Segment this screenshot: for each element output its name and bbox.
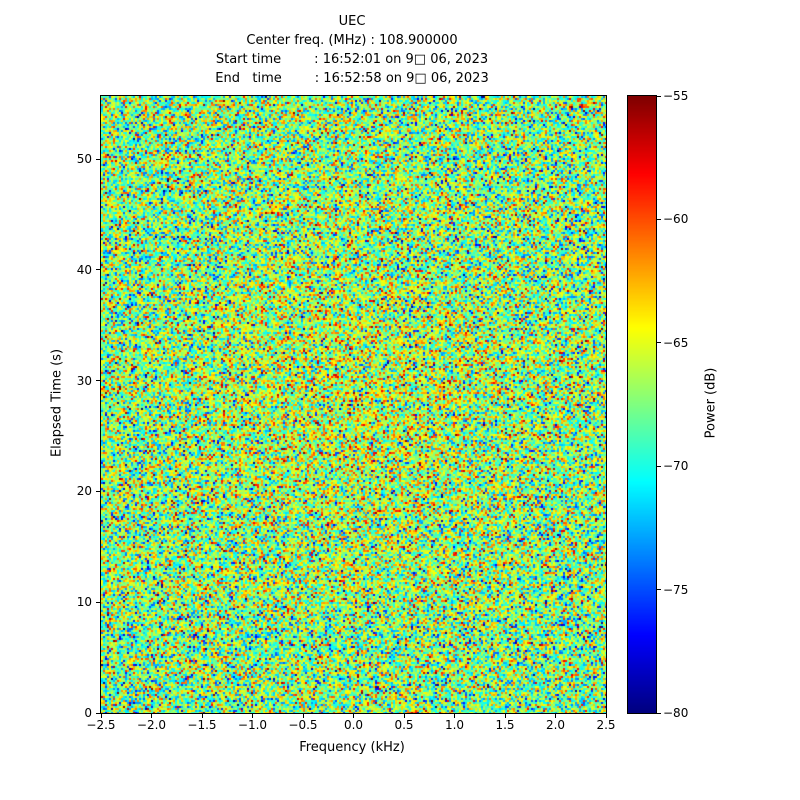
- x-tick-mark: [151, 714, 152, 718]
- x-tick-mark: [555, 714, 556, 718]
- colorbar-tick-label: −65: [663, 335, 689, 350]
- y-tick-label: 10: [76, 595, 92, 610]
- colorbar-tick-label: −75: [663, 582, 689, 597]
- y-tick-label: 30: [76, 373, 92, 388]
- x-tick-label: 1.0: [444, 718, 465, 732]
- x-tick-mark: [504, 714, 506, 718]
- x-tick-mark: [302, 714, 304, 718]
- y-tick-label: 0: [84, 706, 92, 720]
- y-axis-label: Elapsed Time (s): [49, 348, 65, 458]
- x-tick-label: 0.5: [394, 718, 414, 732]
- colorbar-tick-label: −60: [663, 212, 689, 227]
- x-tick-label: −2.5: [86, 718, 116, 732]
- x-tick-mark: [605, 714, 607, 718]
- colorbar-tick-mark: [657, 342, 661, 344]
- x-tick-mark: [201, 714, 203, 718]
- y-tick-mark: [96, 269, 100, 271]
- x-tick-mark: [353, 714, 354, 718]
- y-tick-label: 50: [76, 152, 92, 167]
- y-tick-label: 40: [76, 262, 92, 277]
- colorbar-label: Power (dB): [703, 367, 719, 439]
- x-tick-label: 1.5: [495, 718, 515, 732]
- x-axis-label: Frequency (kHz): [299, 740, 405, 755]
- x-tick-label: 2.0: [545, 718, 566, 732]
- y-tick-mark: [96, 158, 100, 160]
- colorbar-tick-label: −55: [663, 89, 689, 103]
- spectrogram-heatmap: [100, 95, 607, 714]
- x-tick-label: −2.0: [136, 718, 167, 732]
- x-tick-mark: [252, 714, 253, 718]
- title-line: Start time : 16:52:01 on 9□ 06, 2023: [215, 52, 489, 67]
- colorbar-tick-mark: [657, 218, 661, 220]
- y-tick-mark: [96, 380, 100, 382]
- title-line: Center freq. (MHz) : 108.900000: [246, 33, 458, 48]
- x-tick-mark: [403, 714, 405, 718]
- x-tick-mark: [454, 714, 455, 718]
- colorbar-tick-mark: [657, 589, 661, 591]
- colorbar-tick-mark: [657, 712, 661, 714]
- x-tick-label: 2.5: [596, 718, 616, 732]
- y-tick-label: 20: [76, 484, 92, 499]
- x-tick-mark: [100, 714, 102, 718]
- title-line: End time : 16:52:58 on 9□ 06, 2023: [215, 71, 489, 86]
- colorbar-tick-mark: [657, 95, 661, 97]
- colorbar-tick-mark: [657, 465, 661, 467]
- x-tick-label: 0.0: [343, 718, 364, 732]
- x-tick-label: −1.5: [187, 718, 217, 732]
- y-tick-mark: [96, 490, 100, 492]
- colorbar-gradient: [627, 95, 657, 714]
- title-line: UEC: [338, 14, 366, 29]
- x-tick-label: −1.0: [237, 718, 268, 732]
- colorbar-tick-label: −80: [663, 706, 689, 720]
- colorbar-tick-label: −70: [663, 459, 689, 474]
- chart-title: UEC Center freq. (MHz) : 108.900000 Start …: [215, 12, 488, 88]
- y-tick-mark: [96, 712, 100, 714]
- y-tick-mark: [96, 601, 100, 603]
- x-tick-label: −0.5: [288, 718, 318, 732]
